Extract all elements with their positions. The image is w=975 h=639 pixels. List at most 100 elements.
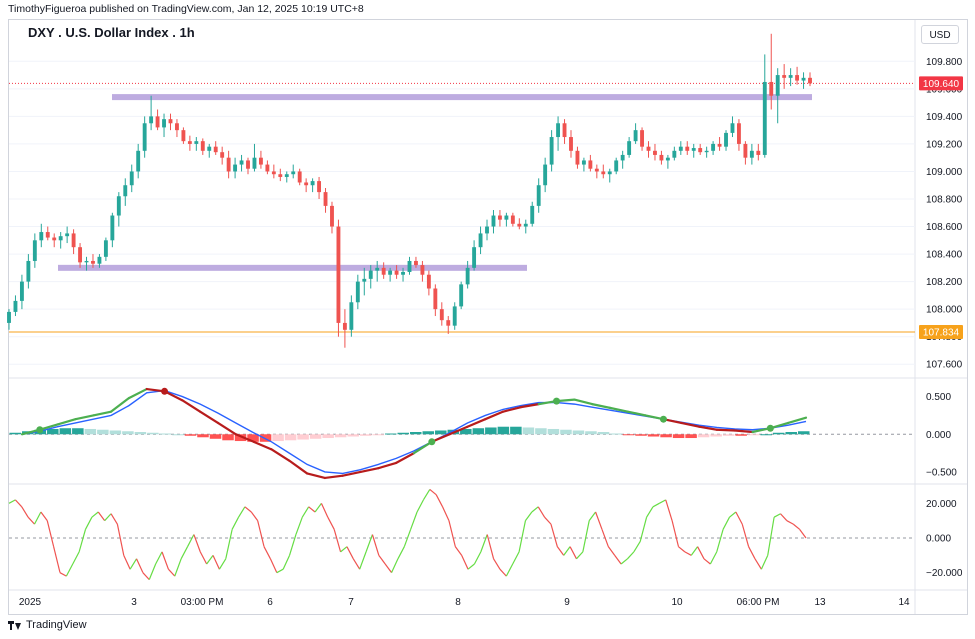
oscillator-line-segment	[276, 568, 284, 574]
candle	[627, 137, 632, 158]
candle-body	[459, 284, 464, 307]
candle	[601, 164, 606, 179]
candle	[678, 141, 683, 155]
macd-fast-line-segment	[448, 425, 469, 436]
oscillator-line-segment	[627, 551, 635, 560]
macd-fast-line-segment	[252, 440, 273, 451]
candle	[162, 113, 166, 138]
macd-fast-line-segment	[377, 461, 398, 470]
macd-histogram-bar	[547, 428, 560, 435]
time-axis-label: 06:00 PM	[737, 597, 780, 608]
candle	[168, 113, 173, 131]
candle	[368, 265, 373, 289]
candle	[795, 66, 800, 85]
candle	[575, 146, 580, 169]
macd-histogram-bar	[635, 434, 647, 436]
oscillator-line-segment	[569, 546, 577, 560]
oscillator-line-segment	[544, 516, 552, 525]
candle-body	[685, 146, 690, 151]
macd-fast-line-segment	[109, 396, 131, 413]
oscillator-line-segment	[84, 516, 93, 530]
candle	[588, 154, 593, 172]
price-tick-label: 108.800	[926, 195, 963, 206]
oscillator-line-segment	[8, 499, 16, 504]
candle	[13, 295, 18, 317]
oscillator-line-segment	[116, 524, 125, 556]
candle	[633, 123, 638, 144]
footer-branding: TradingView	[8, 619, 87, 631]
candle-body	[116, 196, 121, 216]
candle	[782, 64, 787, 89]
candle-body	[543, 164, 548, 186]
candle-body	[330, 205, 334, 227]
candle-body	[155, 116, 160, 128]
price-tick-label: 107.600	[926, 360, 963, 371]
macd-histogram-bar	[610, 433, 622, 435]
candle-body	[187, 141, 192, 144]
oscillator-line-segment	[709, 551, 718, 565]
oscillator-line-segment	[524, 511, 533, 522]
oscillator-line-segment	[391, 558, 399, 573]
oscillator-line-segment	[218, 558, 227, 570]
oscillator-line-segment	[678, 546, 686, 553]
oscillator-line-segment	[206, 554, 214, 565]
candle-body	[71, 233, 76, 248]
candle-body	[258, 157, 263, 165]
candle	[737, 119, 741, 151]
candle	[103, 237, 108, 261]
oscillator-line-segment	[135, 558, 144, 573]
oscillator-line-segment	[104, 513, 112, 522]
oscillator-line-segment	[639, 517, 648, 542]
macd-fast-line-segment	[573, 398, 594, 406]
candle	[32, 233, 37, 268]
candle	[336, 219, 341, 337]
oscillator-line-segment	[269, 558, 278, 573]
candle-body	[549, 137, 554, 165]
oscillator-line-segment	[327, 516, 335, 530]
macd-histogram-bar	[159, 433, 172, 435]
candle-body	[633, 130, 638, 142]
macd-fast-line-segment	[216, 421, 237, 436]
oscillator-line-segment	[142, 572, 150, 581]
oscillator-line-segment	[729, 511, 737, 518]
candle	[39, 223, 44, 248]
oscillator-line-segment	[314, 502, 322, 513]
oscillator-line-segment	[735, 511, 743, 525]
macd-histogram-bar	[510, 426, 522, 435]
currency-button[interactable]: USD	[921, 25, 959, 44]
candle-body	[45, 232, 50, 238]
macd-tick-label: 0.000	[926, 430, 951, 441]
macd-histogram-bar	[147, 432, 159, 435]
oscillator-line-segment	[576, 551, 584, 560]
candle	[26, 254, 31, 289]
candle	[136, 143, 141, 179]
candle	[394, 265, 399, 279]
macd-fast-line-segment	[181, 399, 202, 413]
macd-fast-line-segment	[697, 425, 719, 431]
candle	[323, 187, 328, 213]
candle-body	[420, 265, 425, 275]
macd-fast-line-segment	[305, 472, 327, 480]
candle	[653, 143, 657, 161]
macd-cross-marker	[659, 415, 667, 423]
macd-histogram-bar	[747, 434, 760, 436]
oscillator-line-segment	[97, 511, 106, 522]
oscillator-line-segment	[72, 551, 80, 565]
macd-histogram-bar	[647, 434, 660, 437]
candle-body	[297, 171, 302, 183]
candle-body	[446, 320, 451, 326]
candle	[788, 68, 793, 87]
candle-body	[142, 123, 147, 151]
candle-body	[136, 150, 141, 172]
candle	[200, 138, 205, 155]
macd-histogram-bar	[710, 434, 722, 437]
macd-histogram-bar	[785, 432, 797, 435]
macd-fast-line-segment	[234, 433, 255, 443]
candle-body	[207, 146, 212, 151]
oscillator-line-segment	[652, 502, 660, 508]
candle	[640, 127, 644, 151]
candle-body	[717, 143, 722, 147]
candle-body	[433, 288, 438, 310]
macd-histogram-bar	[347, 434, 359, 437]
